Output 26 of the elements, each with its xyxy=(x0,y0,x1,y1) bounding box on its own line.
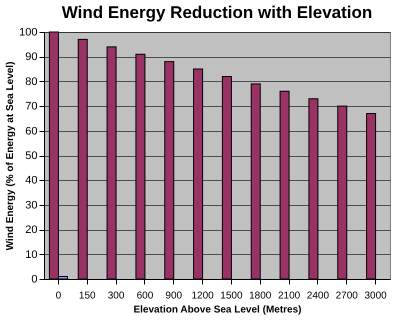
y-tick-label: 70 xyxy=(25,100,38,113)
x-tick-label: 150 xyxy=(78,290,96,302)
y-tick-label: 80 xyxy=(25,76,38,88)
chart-title: Wind Energy Reduction with Elevation xyxy=(62,3,372,22)
y-tick-label: 10 xyxy=(25,248,38,261)
y-tick-label: 30 xyxy=(25,199,38,212)
x-tick-label: 1200 xyxy=(191,290,214,302)
y-tick-label: 60 xyxy=(25,125,38,138)
x-tick-label: 3000 xyxy=(364,290,388,302)
x-tick-label: 600 xyxy=(136,290,154,302)
x-tick-label: 2400 xyxy=(306,290,330,302)
x-tick-label: 1800 xyxy=(249,290,272,302)
x-tick-label: 900 xyxy=(165,290,183,302)
y-tick-label: 0 xyxy=(31,274,38,286)
x-tick-label: 0 xyxy=(56,290,62,302)
x-axis-title: Elevation Above Sea Level (Metres) xyxy=(133,304,302,316)
x-tick-label: 2100 xyxy=(278,290,301,302)
y-tick-label: 90 xyxy=(25,51,38,64)
x-tick-label: 300 xyxy=(108,290,125,302)
x-tick-label: 2700 xyxy=(336,290,358,302)
y-tick-label: 40 xyxy=(25,174,38,187)
x-tick-label: 1500 xyxy=(220,290,243,302)
y-tick-label: 20 xyxy=(25,224,38,236)
y-tick-label: 50 xyxy=(25,150,38,162)
y-tick-label: 100 xyxy=(19,26,38,38)
y-axis-title: Wind Energy (% of Energy at Sea Level) xyxy=(5,62,16,250)
